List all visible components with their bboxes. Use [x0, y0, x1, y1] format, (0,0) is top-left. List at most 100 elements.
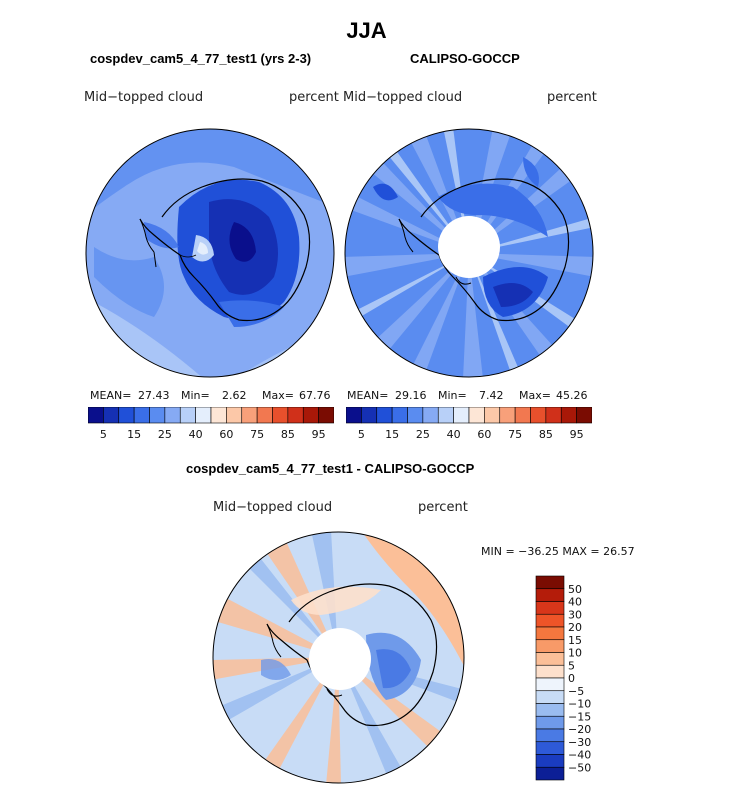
diff-colorbar-swatch [535, 715, 565, 730]
panel2-colorbar-swatch [530, 407, 547, 424]
panel1-colorbar-swatch [226, 407, 243, 424]
diff-colorbar-swatch [535, 588, 565, 602]
panel1-colorbar-swatch [241, 407, 258, 424]
panel2-units-label: percent [547, 90, 597, 105]
panel2-colorbar-swatch [499, 407, 516, 424]
panel2-colorbar-swatch [468, 407, 485, 424]
panel1-colorbar-swatch [210, 407, 227, 424]
diff-colorbar-swatch [535, 741, 565, 755]
panel2-colorbar-tick-label: 85 [539, 428, 553, 441]
panel2-mean-label: MEAN= [347, 389, 389, 402]
panel1-colorbar-swatch [149, 407, 166, 424]
diff-colorbar-tick-label: 50 [568, 583, 582, 596]
panel1-colorbar-swatch [195, 407, 212, 424]
diff-colorbar-swatch [535, 601, 565, 615]
panel1-colorbar-tick-label: 40 [189, 428, 203, 441]
panel1-map [85, 128, 335, 378]
diff-colorbar-tick-label: 30 [568, 608, 582, 621]
panel1-units-label: percent [289, 90, 339, 105]
panel1-colorbar-tick-label: 95 [312, 428, 326, 441]
panel2-colorbar-swatch [391, 407, 408, 424]
panel1-colorbar-tick-label: 85 [281, 428, 295, 441]
panel2-colorbar-swatch [484, 407, 501, 424]
panel1-mean-label: MEAN= [90, 389, 132, 402]
panel1-colorbar-swatch [302, 407, 319, 424]
diff-colorbar-swatch [535, 575, 565, 590]
panel2-max-value: 45.26 [556, 389, 588, 402]
diff-colorbar-tick-label: −5 [568, 685, 584, 698]
panel2-colorbar-tick-label: 40 [447, 428, 461, 441]
diff-map [212, 531, 465, 784]
diff-colorbar-tick-label: 40 [568, 596, 582, 609]
panel1-colorbar-tick-label: 5 [100, 428, 107, 441]
panel2-colorbar-tick-label: 5 [358, 428, 365, 441]
panel2-colorbar-swatch [560, 407, 577, 424]
panel1-colorbar-swatch [118, 407, 135, 424]
diff-colorbar-tick-label: −40 [568, 749, 591, 762]
panel1-min-label: Min= [181, 389, 210, 402]
panel2-colorbar-tick-label: 25 [416, 428, 430, 441]
diff-colorbar-swatch [535, 652, 565, 666]
panel1-colorbar-swatch [318, 407, 334, 424]
panel2-min-value: 7.42 [479, 389, 504, 402]
diff-colorbar-swatch [535, 677, 565, 692]
panel2-colorbar-tick-label: 60 [477, 428, 491, 441]
panel2-colorbar-tick-label: 75 [508, 428, 522, 441]
panel1-min-value: 2.62 [222, 389, 247, 402]
diff-colorbar-tick-label: 10 [568, 647, 582, 660]
panel2-colorbar-swatch [346, 407, 362, 424]
panel2-colorbar-swatch [407, 407, 424, 424]
panel2-colorbar-swatch [376, 407, 393, 424]
panel1-colorbar-swatch [88, 407, 104, 424]
panel1-colorbar-tick-label: 75 [250, 428, 264, 441]
diff-colorbar-swatch [535, 613, 565, 628]
diff-colorbar-swatch [535, 728, 565, 743]
panel1-colorbar-tick-label: 15 [127, 428, 141, 441]
panel1-colorbar-swatch [133, 407, 150, 424]
diff-minmax: MIN = −36.25 MAX = 26.57 [481, 545, 635, 558]
diff-colorbar-tick-label: 15 [568, 634, 582, 647]
panel2-colorbar-swatch [422, 407, 439, 424]
panel2-colorbar-tick-label: 15 [385, 428, 399, 441]
diff-colorbar-swatch [535, 754, 565, 768]
panel1-variable-label: Mid−topped cloud [84, 90, 204, 105]
diff-colorbar-tick-label: 5 [568, 659, 575, 672]
panel1-colorbar-swatch [287, 407, 304, 424]
panel1-colorbar-tick-label: 25 [158, 428, 172, 441]
panel1-max-label: Max= [262, 389, 294, 402]
diff-colorbar-tick-label: 20 [568, 621, 582, 634]
diff-colorbar-tick-label: −30 [568, 736, 591, 749]
panel2-map [344, 128, 594, 378]
diff-colorbar-tick-label: −15 [568, 710, 591, 723]
panel2-min-label: Min= [438, 389, 467, 402]
panel2-colorbar-swatch [514, 407, 531, 424]
panel2-variable-label: Mid−topped cloud [343, 90, 463, 105]
panel1-colorbar-swatch [103, 407, 120, 424]
panel2-colorbar: 5 15 25 40 60 75 85 95 [346, 407, 592, 441]
diff-colorbar-swatch [535, 639, 565, 653]
panel2-case-title: CALIPSO-GOCCP [410, 51, 520, 66]
panel2-colorbar-swatch [453, 407, 470, 424]
panel2-colorbar-swatch [545, 407, 562, 424]
diff-case-title: cospdev_cam5_4_77_test1 - CALIPSO-GOCCP [186, 461, 475, 476]
panel1-case-title: cospdev_cam5_4_77_test1 (yrs 2-3) [90, 51, 312, 66]
diff-colorbar-tick-label: 0 [568, 672, 575, 685]
panel1-colorbar-swatch [164, 407, 181, 424]
diff-colorbar-tick-label: −20 [568, 723, 591, 736]
panel1-colorbar-swatch [272, 407, 289, 424]
diff-variable-label: Mid−topped cloud [213, 500, 333, 515]
panel2-max-label: Max= [519, 389, 551, 402]
panel1-colorbar-tick-label: 60 [219, 428, 233, 441]
diff-colorbar-swatch [535, 690, 565, 704]
panel2-colorbar-swatch [437, 407, 454, 424]
diff-colorbar-swatch [535, 766, 565, 781]
panel1-colorbar-swatch [256, 407, 273, 424]
panel1-colorbar-swatch [179, 407, 196, 424]
panel2-colorbar-tick-label: 95 [570, 428, 584, 441]
diff-colorbar-tick-label: −10 [568, 698, 591, 711]
panel1-colorbar: 5 15 25 40 60 75 85 95 [88, 407, 334, 441]
diff-colorbar-swatch [535, 626, 565, 641]
panel2-colorbar-swatch [576, 407, 592, 424]
diff-units-label: percent [418, 500, 468, 515]
